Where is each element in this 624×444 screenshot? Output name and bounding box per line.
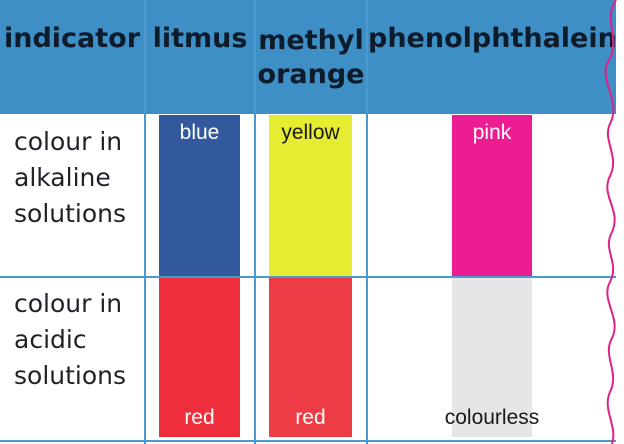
swatch-litmus-acidic: red <box>159 278 240 437</box>
grid-hline-1 <box>0 276 616 278</box>
swatch-label-methyl-alkaline: yellow <box>281 121 340 144</box>
row-label-alkaline: colour in alkaline solutions <box>14 124 144 232</box>
swatch-label-litmus-acidic: red <box>184 406 215 429</box>
grid-vline-3 <box>366 0 368 444</box>
row-acidic-line1: colour in <box>14 289 123 318</box>
grid-vline-1 <box>144 0 146 444</box>
swatch-label-phenol-acidic: colourless <box>444 406 540 429</box>
header-litmus-label: litmus <box>152 23 248 54</box>
grid-vline-2 <box>254 0 256 444</box>
torn-edge-decoration <box>604 0 617 444</box>
swatch-methyl-acidic: red <box>269 278 352 437</box>
header-phenol-label: phenolphthalein <box>368 23 617 54</box>
row-acidic-line2: acidic <box>14 325 87 354</box>
header-phenolphthalein: phenolphthalein <box>368 22 617 136</box>
row-label-acidic: colour in acidic solutions <box>14 286 144 394</box>
torn-edge-path <box>604 0 617 444</box>
row-alkaline-line3: solutions <box>14 199 127 228</box>
header-indicator-label: indicator <box>3 23 141 54</box>
header-methyl-line2: orange <box>257 59 365 90</box>
row-alkaline-line1: colour in <box>14 127 123 156</box>
header-indicator: indicator <box>0 22 144 136</box>
swatch-methyl-alkaline: yellow <box>269 115 352 276</box>
table-header <box>0 0 616 114</box>
header-methyl-line1: methyl <box>258 25 364 56</box>
swatch-label-phenol-alkaline: pink <box>472 121 512 144</box>
grid-hline-2 <box>0 440 616 442</box>
row-acidic-line3: solutions <box>14 361 127 390</box>
header-methyl-orange: methyl orange <box>256 24 366 138</box>
swatch-phenol-acidic: colourless <box>445 278 539 437</box>
swatch-litmus-alkaline: blue <box>159 115 240 276</box>
row-alkaline-line2: alkaline <box>14 163 111 192</box>
header-litmus: litmus <box>146 22 254 136</box>
swatch-label-methyl-acidic: red <box>295 406 326 429</box>
swatch-label-litmus-alkaline: blue <box>179 121 220 144</box>
swatch-phenol-alkaline: pink <box>452 115 532 276</box>
